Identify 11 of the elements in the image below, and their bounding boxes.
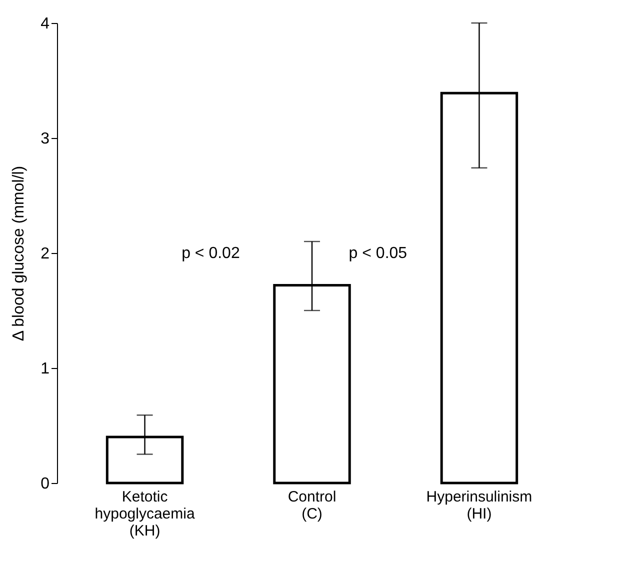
annotation: p < 0.05	[348, 245, 408, 262]
x-tick-label: Control (C)	[288, 488, 336, 522]
x-tick-label: Hyperinsulinism (HI)	[426, 488, 532, 522]
y-axis-title: Δ blood glucose (mmol/l)	[10, 166, 28, 342]
y-tick-label: 0	[40, 476, 50, 492]
x-tick-label: Ketotic hypoglycaemia (KH)	[94, 488, 196, 540]
y-tick-label: 3	[40, 130, 50, 148]
y-tick-label: 2	[40, 246, 50, 262]
annotation: p < 0.02	[182, 245, 240, 262]
y-tick-label: 4	[40, 16, 50, 32]
y-tick-label: 1	[40, 360, 50, 378]
